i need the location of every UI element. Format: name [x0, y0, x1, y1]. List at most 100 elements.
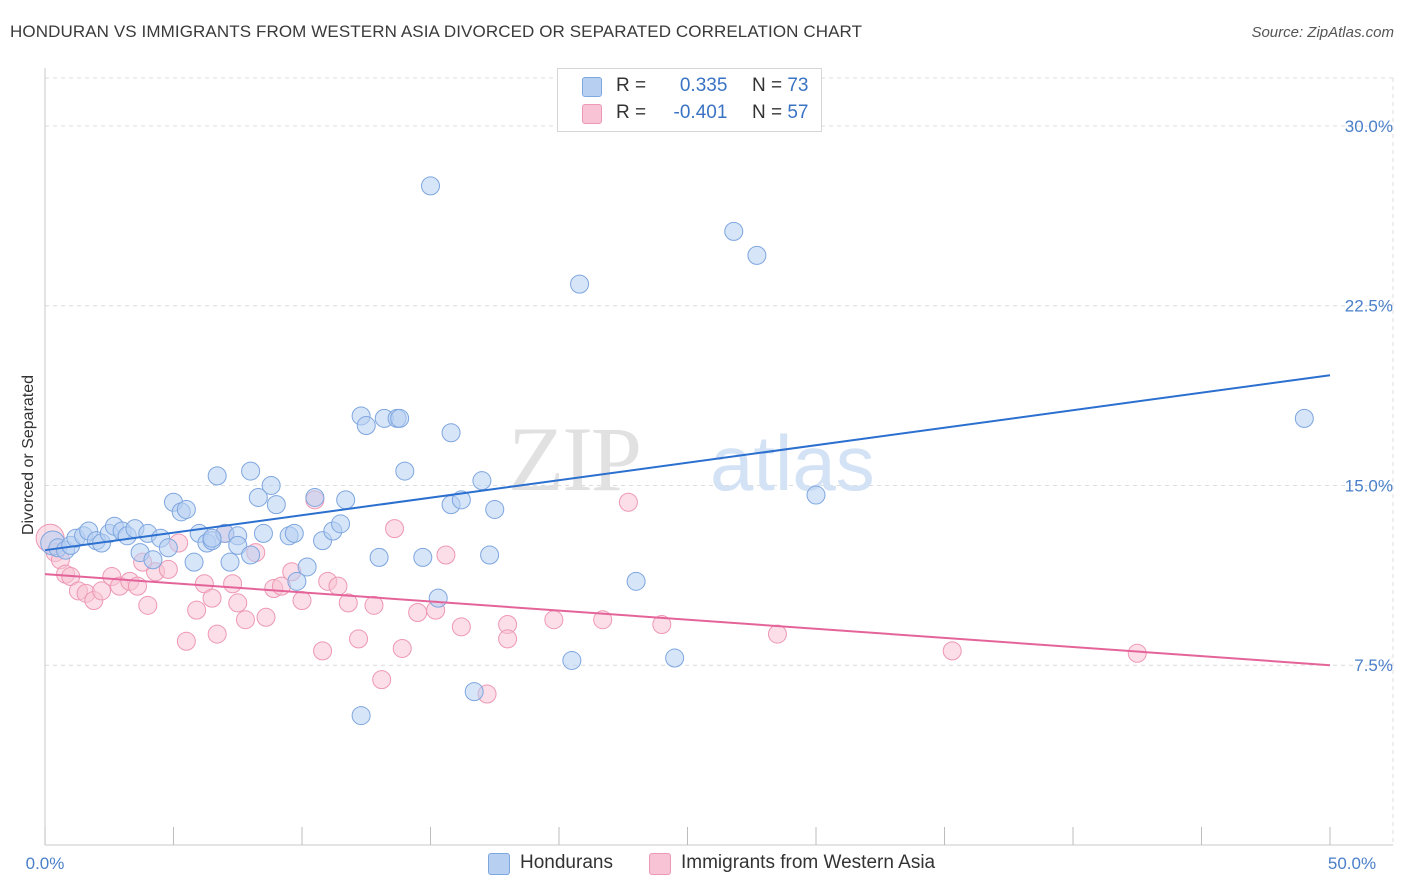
honduran-point — [562, 650, 582, 670]
honduran-point — [451, 490, 471, 510]
honduran-point — [253, 523, 273, 543]
honduran-point — [356, 416, 376, 436]
honduran-point — [665, 648, 685, 668]
western-asia-point — [328, 576, 348, 596]
honduran-point — [480, 545, 500, 565]
series-swatch-western-asia — [649, 853, 671, 875]
honduran-point — [441, 423, 461, 443]
watermark-atlas: atlas — [710, 419, 875, 507]
legend-n-value: 57 — [787, 102, 809, 123]
legend-swatch-western-asia — [582, 104, 602, 124]
legend-n-value: 73 — [787, 75, 809, 96]
series-label-hondurans: Hondurans — [520, 852, 613, 873]
x-tick-label: 50.0% — [1328, 854, 1376, 873]
honduran-point — [305, 487, 325, 507]
honduran-point — [351, 706, 371, 726]
series-swatch-hondurans — [488, 853, 510, 875]
honduran-point — [395, 461, 415, 481]
axis-labels: 7.5% 15.0% 22.5% 30.0% 0.0% 50.0% Divorced or … — [20, 117, 1393, 873]
western-asia-point — [187, 600, 207, 620]
honduran-point — [184, 552, 204, 572]
honduran-point — [220, 552, 240, 572]
honduran-point — [428, 588, 448, 608]
western-asia-point — [593, 610, 613, 630]
western-asia-point — [223, 574, 243, 594]
western-asia-point — [1127, 643, 1147, 663]
honduran-point — [228, 535, 248, 555]
honduran-point — [266, 495, 286, 515]
honduran-point — [261, 475, 281, 495]
y-tick-label: 30.0% — [1345, 117, 1393, 136]
western-asia-point — [498, 629, 518, 649]
watermark-zip: ZIP — [508, 408, 640, 510]
legend-r-value: 0.335 — [679, 75, 728, 96]
honduran-point — [413, 547, 433, 567]
western-asia-point — [408, 603, 428, 623]
honduran-point — [472, 471, 492, 491]
honduran-point — [248, 487, 268, 507]
honduran-point — [806, 485, 826, 505]
legend-r-value: -0.401 — [673, 102, 728, 123]
honduran-trend-line — [44, 374, 1331, 552]
western-asia-point — [385, 519, 405, 539]
western-asia-point — [364, 595, 384, 615]
series-label-western-asia: Immigrants from Western Asia — [681, 852, 936, 873]
honduran-point — [369, 547, 389, 567]
honduran-point — [747, 245, 767, 265]
honduran-point — [297, 557, 317, 577]
honduran-point — [1294, 408, 1314, 428]
western-asia-point — [92, 581, 112, 601]
axes — [44, 68, 1393, 846]
western-asia-point — [176, 631, 196, 651]
y-tick-label: 7.5% — [1354, 656, 1393, 675]
chart-title: HONDURAN VS IMMIGRANTS FROM WESTERN ASIA… — [10, 22, 863, 41]
western-asia-point — [207, 624, 227, 644]
honduran-point — [207, 466, 227, 486]
honduran-point — [158, 538, 178, 558]
western-asia-point — [767, 624, 787, 644]
western-asia-point — [202, 588, 222, 608]
western-asia-point — [436, 545, 456, 565]
honduran-point — [176, 499, 196, 519]
y-tick-label: 22.5% — [1345, 297, 1393, 316]
western-asia-point — [451, 617, 471, 637]
y-axis-label: Divorced or Separated — [20, 375, 37, 535]
x-tick-label: 0.0% — [26, 854, 65, 873]
honduran-point — [390, 408, 410, 428]
honduran-point — [570, 274, 590, 294]
legend-n-label: N = — [751, 102, 783, 123]
honduran-point — [287, 571, 307, 591]
y-tick-label: 15.0% — [1345, 476, 1393, 495]
watermark: ZIP atlas — [508, 408, 875, 510]
honduran-point — [485, 499, 505, 519]
legend-r-label: R = — [616, 75, 647, 96]
correlation-legend: R = 0.335 N = 73 R = -0.401 N = 57 — [557, 68, 822, 132]
honduran-point — [724, 221, 744, 241]
western-asia-point — [372, 670, 392, 690]
western-asia-point — [292, 591, 312, 611]
trend-lines — [44, 374, 1331, 667]
legend-n-label: N = — [751, 75, 783, 96]
western-asia-point — [544, 610, 564, 630]
honduran-point — [626, 571, 646, 591]
western-asia-point — [158, 559, 178, 579]
western-asia-point — [228, 593, 248, 613]
honduran-point — [331, 514, 351, 534]
legend-swatch-hondurans — [582, 77, 602, 97]
honduran-point — [284, 523, 304, 543]
honduran-point — [464, 682, 484, 702]
western-asia-point — [338, 593, 358, 613]
honduran-point — [336, 490, 356, 510]
honduran-point — [143, 550, 163, 570]
western-asia-point — [256, 607, 276, 627]
western-asia-point — [138, 595, 158, 615]
data-points — [35, 176, 1314, 726]
honduran-point — [241, 461, 261, 481]
honduran-point — [202, 528, 222, 548]
western-asia-point — [392, 638, 412, 658]
western-asia-point — [349, 629, 369, 649]
honduran-point — [241, 545, 261, 565]
source-credit: Source: ZipAtlas.com — [1251, 24, 1394, 41]
western-asia-point — [235, 610, 255, 630]
